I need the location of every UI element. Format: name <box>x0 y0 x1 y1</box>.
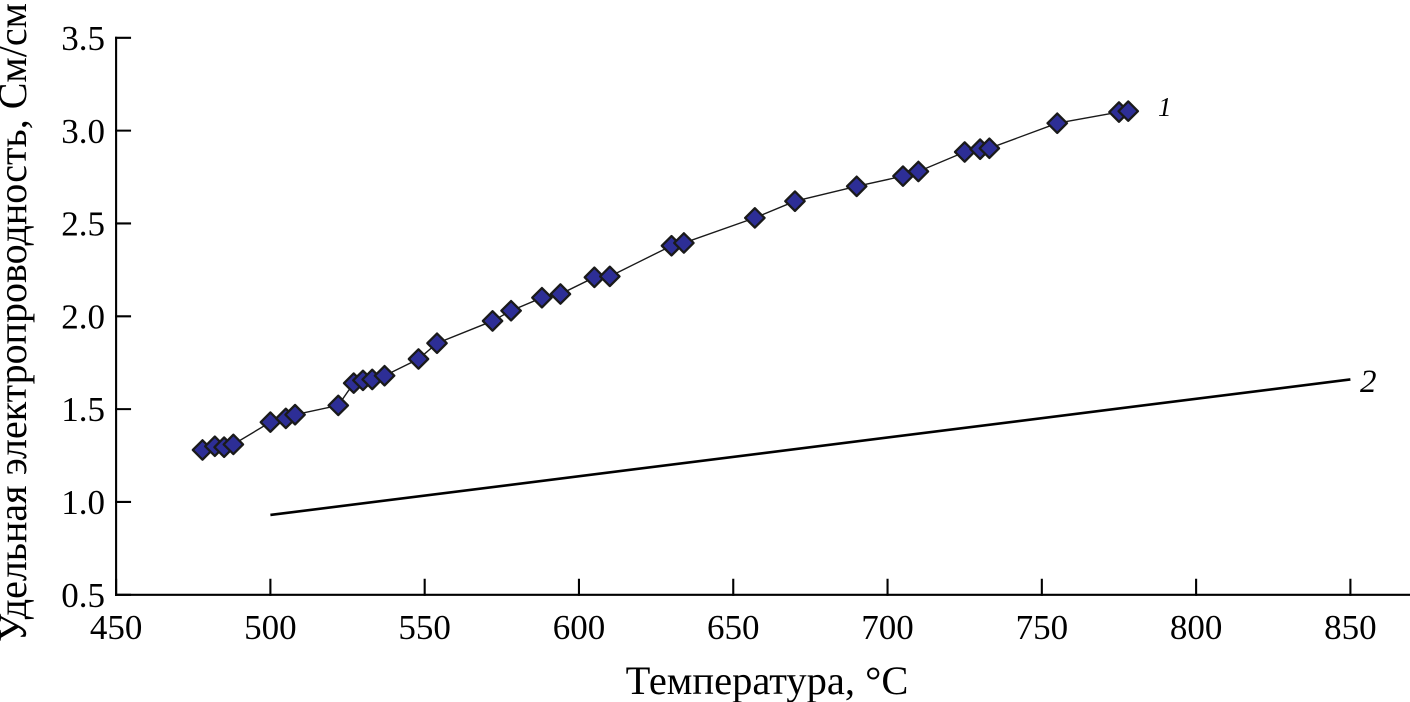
svg-text:3.5: 3.5 <box>61 19 105 58</box>
svg-text:3.0: 3.0 <box>61 112 105 151</box>
svg-text:500: 500 <box>244 608 297 647</box>
svg-text:750: 750 <box>1016 608 1069 647</box>
svg-text:1: 1 <box>1158 92 1172 122</box>
svg-text:800: 800 <box>1170 608 1223 647</box>
svg-text:1.5: 1.5 <box>61 390 105 429</box>
svg-text:600: 600 <box>553 608 606 647</box>
svg-text:2.0: 2.0 <box>61 297 105 336</box>
svg-text:850: 850 <box>1324 608 1377 647</box>
svg-text:450: 450 <box>90 608 143 647</box>
svg-text:700: 700 <box>861 608 914 647</box>
svg-text:2.5: 2.5 <box>61 205 105 244</box>
svg-text:2: 2 <box>1360 364 1377 400</box>
svg-text:650: 650 <box>707 608 760 647</box>
svg-text:Удельная электропроводность, С: Удельная электропроводность, См/см <box>0 3 35 642</box>
svg-text:550: 550 <box>398 608 451 647</box>
svg-text:Температура, °C: Температура, °C <box>626 658 909 702</box>
svg-text:1.0: 1.0 <box>61 483 105 522</box>
